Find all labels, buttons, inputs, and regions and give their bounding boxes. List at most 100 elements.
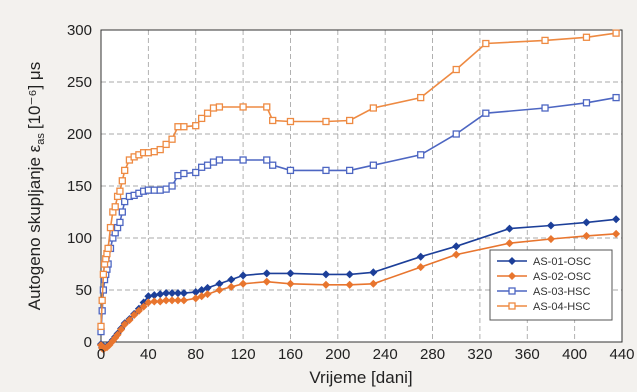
data-point-AS-04-HSC-18 xyxy=(144,149,153,157)
legend-marker-AS-01-OSC xyxy=(507,256,517,266)
x-tick-labels: 0 40 80 120 160 200 240 280 320 360 400 440 xyxy=(97,346,635,363)
data-point-AS-02-OSC-18 xyxy=(162,296,171,305)
data-point-AS-03-HSC-40 xyxy=(541,104,549,112)
data-point-AS-04-HSC-22 xyxy=(168,135,176,143)
data-point-AS-03-HSC-31 xyxy=(263,156,271,164)
data-point-AS-01-OSC-27 xyxy=(239,271,248,280)
data-point-AS-04-HSC-21 xyxy=(162,140,170,149)
series-AS-04-HSC xyxy=(97,29,620,331)
data-point-AS-04-HSC-30 xyxy=(239,103,247,111)
legend-marker-AS-02-OSC xyxy=(507,271,517,281)
legend-label-AS-01-OSC: AS-01-OSC xyxy=(533,256,591,268)
data-point-AS-01-OSC-33 xyxy=(416,252,425,261)
data-point-AS-02-OSC-27 xyxy=(239,279,248,288)
data-point-AS-02-OSC-24 xyxy=(203,290,212,299)
data-point-AS-02-OSC-37 xyxy=(582,231,591,240)
data-point-AS-04-HSC-2 xyxy=(99,270,108,279)
data-point-AS-03-HSC-24 xyxy=(180,169,188,178)
y-tick-labels: 0 50 100 150 200 250 300 xyxy=(67,22,92,351)
data-point-AS-02-OSC-34 xyxy=(452,250,461,259)
y-tick-label-3: 150 xyxy=(67,178,92,195)
data-point-AS-02-OSC-22 xyxy=(191,294,200,303)
data-point-AS-03-HSC-25 xyxy=(192,168,200,177)
y-axis-title-subscript: as xyxy=(35,133,47,145)
data-point-AS-02-OSC-30 xyxy=(321,280,331,289)
data-point-AS-03-HSC-22 xyxy=(168,182,176,190)
data-point-AS-01-OSC-37 xyxy=(582,218,591,227)
data-point-AS-02-OSC-29 xyxy=(286,279,295,288)
data-point-AS-03-HSC-37 xyxy=(417,151,425,159)
data-point-AS-01-OSC-30 xyxy=(321,270,331,279)
data-point-AS-02-OSC-20 xyxy=(173,296,182,305)
data-point-AS-04-HSC-11 xyxy=(116,187,124,195)
data-point-AS-03-HSC-11 xyxy=(116,218,124,227)
data-point-AS-03-HSC-26 xyxy=(197,163,206,171)
data-point-AS-01-OSC-28 xyxy=(262,269,271,278)
data-point-AS-04-HSC-23 xyxy=(174,123,182,131)
data-point-AS-04-HSC-31 xyxy=(263,103,271,111)
data-point-AS-04-HSC-40 xyxy=(541,36,549,45)
data-point-AS-02-OSC-21 xyxy=(179,296,188,305)
data-point-AS-04-HSC-19 xyxy=(150,148,158,156)
x-tick-label-11: 440 xyxy=(609,346,634,363)
data-point-AS-03-HSC-30 xyxy=(239,156,247,164)
data-point-AS-04-HSC-20 xyxy=(156,145,164,154)
data-point-AS-04-HSC-42 xyxy=(612,29,620,37)
y-tick-label-0: 0 xyxy=(84,334,92,351)
data-point-AS-04-HSC-0 xyxy=(97,322,105,331)
data-point-AS-04-HSC-7 xyxy=(106,223,115,232)
data-point-AS-02-OSC-25 xyxy=(215,285,224,295)
data-point-AS-02-OSC-14 xyxy=(139,302,148,311)
x-tick-label-5: 200 xyxy=(325,346,350,363)
x-tick-label-8: 320 xyxy=(467,346,492,363)
data-point-AS-02-OSC-9 xyxy=(117,325,126,334)
data-point-AS-04-HSC-26 xyxy=(197,114,206,123)
x-tick-label-0: 0 xyxy=(97,346,105,363)
data-point-AS-03-HSC-23 xyxy=(174,171,182,180)
data-point-AS-03-HSC-19 xyxy=(150,186,158,194)
legend-marker-AS-04-HSC xyxy=(508,302,516,310)
data-point-AS-02-OSC-26 xyxy=(227,282,236,291)
legend-label-AS-04-HSC: AS-04-HSC xyxy=(533,301,591,313)
plot-frame xyxy=(100,29,623,343)
x-axis-title: Vrijeme [dani] xyxy=(309,368,412,387)
data-point-AS-02-OSC-32 xyxy=(369,279,378,288)
data-point-AS-04-HSC-38 xyxy=(452,65,460,74)
data-point-AS-02-OSC-10 xyxy=(120,320,129,329)
x-tick-label-4: 160 xyxy=(278,346,303,363)
data-point-AS-04-HSC-29 xyxy=(215,103,224,111)
data-point-AS-04-HSC-34 xyxy=(322,117,330,126)
data-point-AS-03-HSC-29 xyxy=(215,156,224,164)
data-point-AS-03-HSC-38 xyxy=(452,130,460,138)
x-tick-label-2: 80 xyxy=(187,346,204,363)
data-point-AS-02-OSC-31 xyxy=(345,280,354,289)
data-point-AS-04-HSC-6 xyxy=(104,244,112,253)
data-point-AS-02-OSC-36 xyxy=(546,235,555,244)
data-point-AS-04-HSC-9 xyxy=(111,203,119,211)
data-point-AS-03-HSC-33 xyxy=(286,166,295,175)
data-point-AS-03-HSC-18 xyxy=(144,186,153,194)
data-point-AS-03-HSC-35 xyxy=(346,166,354,175)
data-point-AS-02-OSC-8 xyxy=(113,330,122,339)
y-tick-label-6: 300 xyxy=(67,22,92,39)
data-point-AS-03-HSC-21 xyxy=(162,185,170,193)
legend-label-AS-03-HSC: AS-03-HSC xyxy=(533,286,591,298)
data-point-AS-04-HSC-33 xyxy=(286,117,295,126)
data-point-AS-01-OSC-34 xyxy=(452,242,461,251)
data-point-AS-03-HSC-36 xyxy=(369,161,377,169)
legend: AS-01-OSC AS-02-OSC AS-03-HSC AS-04-HSC xyxy=(489,249,613,321)
data-point-AS-02-OSC-33 xyxy=(416,263,425,272)
data-point-AS-02-OSC-35 xyxy=(505,239,514,248)
data-point-AS-02-OSC-38 xyxy=(612,229,621,238)
data-point-AS-04-HSC-35 xyxy=(346,116,354,125)
legend-marker-AS-03-HSC xyxy=(508,287,516,295)
x-tick-label-3: 120 xyxy=(231,346,256,363)
x-tick-label-7: 280 xyxy=(420,346,445,363)
data-point-AS-04-HSC-28 xyxy=(209,104,218,112)
data-point-AS-02-OSC-28 xyxy=(262,277,271,286)
data-point-AS-04-HSC-36 xyxy=(369,104,377,112)
y-tick-label-5: 250 xyxy=(67,74,92,91)
data-point-AS-02-OSC-11 xyxy=(125,316,134,325)
